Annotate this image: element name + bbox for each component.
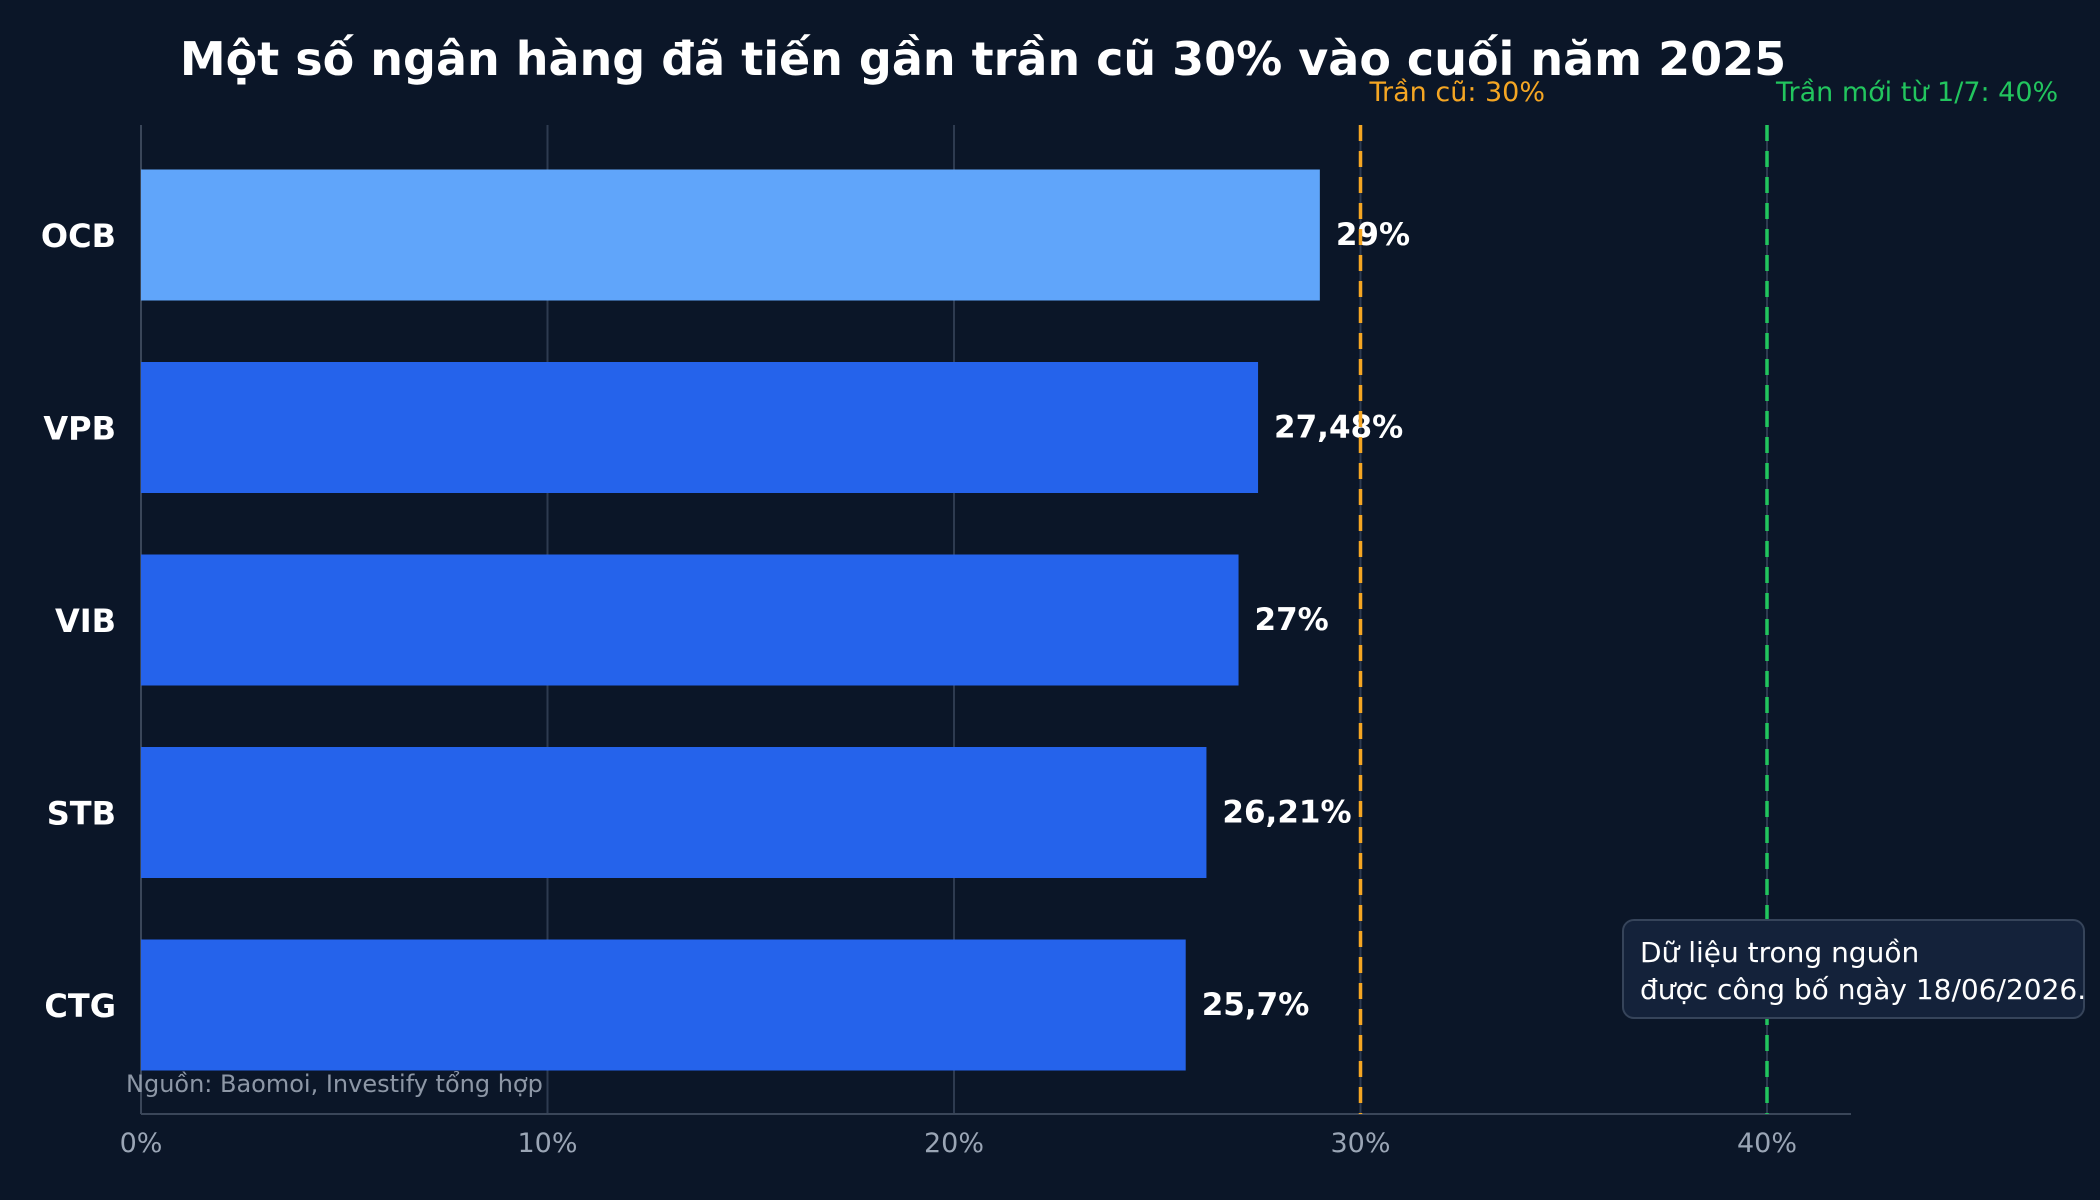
note-line-1: Dữ liệu trong nguồn [1640,936,1920,969]
value-label-ocb: 29% [1336,217,1410,253]
bar-ctg [141,939,1186,1071]
x-tick-label-4: 40% [1737,1128,1797,1159]
x-tick-label-3: 30% [1330,1128,1390,1159]
category-label-vpb: VPB [43,410,116,448]
bar-ocb [141,169,1320,301]
value-label-vpb: 27,48% [1274,410,1403,446]
note-line-2: được công bố ngày 18/06/2026. [1640,973,2087,1006]
category-label-stb: STB [47,795,116,833]
category-label-ctg: CTG [44,987,116,1025]
value-label-stb: 26,21% [1222,795,1351,831]
x-tick-label-2: 20% [924,1128,984,1159]
chart-title: Một số ngân hàng đã tiến gần trần cũ 30%… [179,32,1787,86]
x-tick-label-1: 10% [517,1128,577,1159]
category-label-vib: VIB [55,602,116,640]
source-text: Nguồn: Baomoi, Investify tổng hợp [126,1070,543,1098]
value-label-ctg: 25,7% [1202,987,1310,1023]
bar-vib [141,554,1239,686]
bar-stb [141,747,1207,878]
reference-label-40: Trần mới từ 1/7: 40% [1775,77,2058,108]
reference-label-30: Trần cũ: 30% [1369,77,1546,108]
bar-vpb [141,362,1259,493]
x-tick-label-0: 0% [120,1128,163,1159]
data-note-box: Dữ liệu trong nguồn được công bố ngày 18… [1622,919,2087,1019]
value-label-vib: 27% [1255,602,1329,638]
category-label-ocb: OCB [41,217,116,255]
